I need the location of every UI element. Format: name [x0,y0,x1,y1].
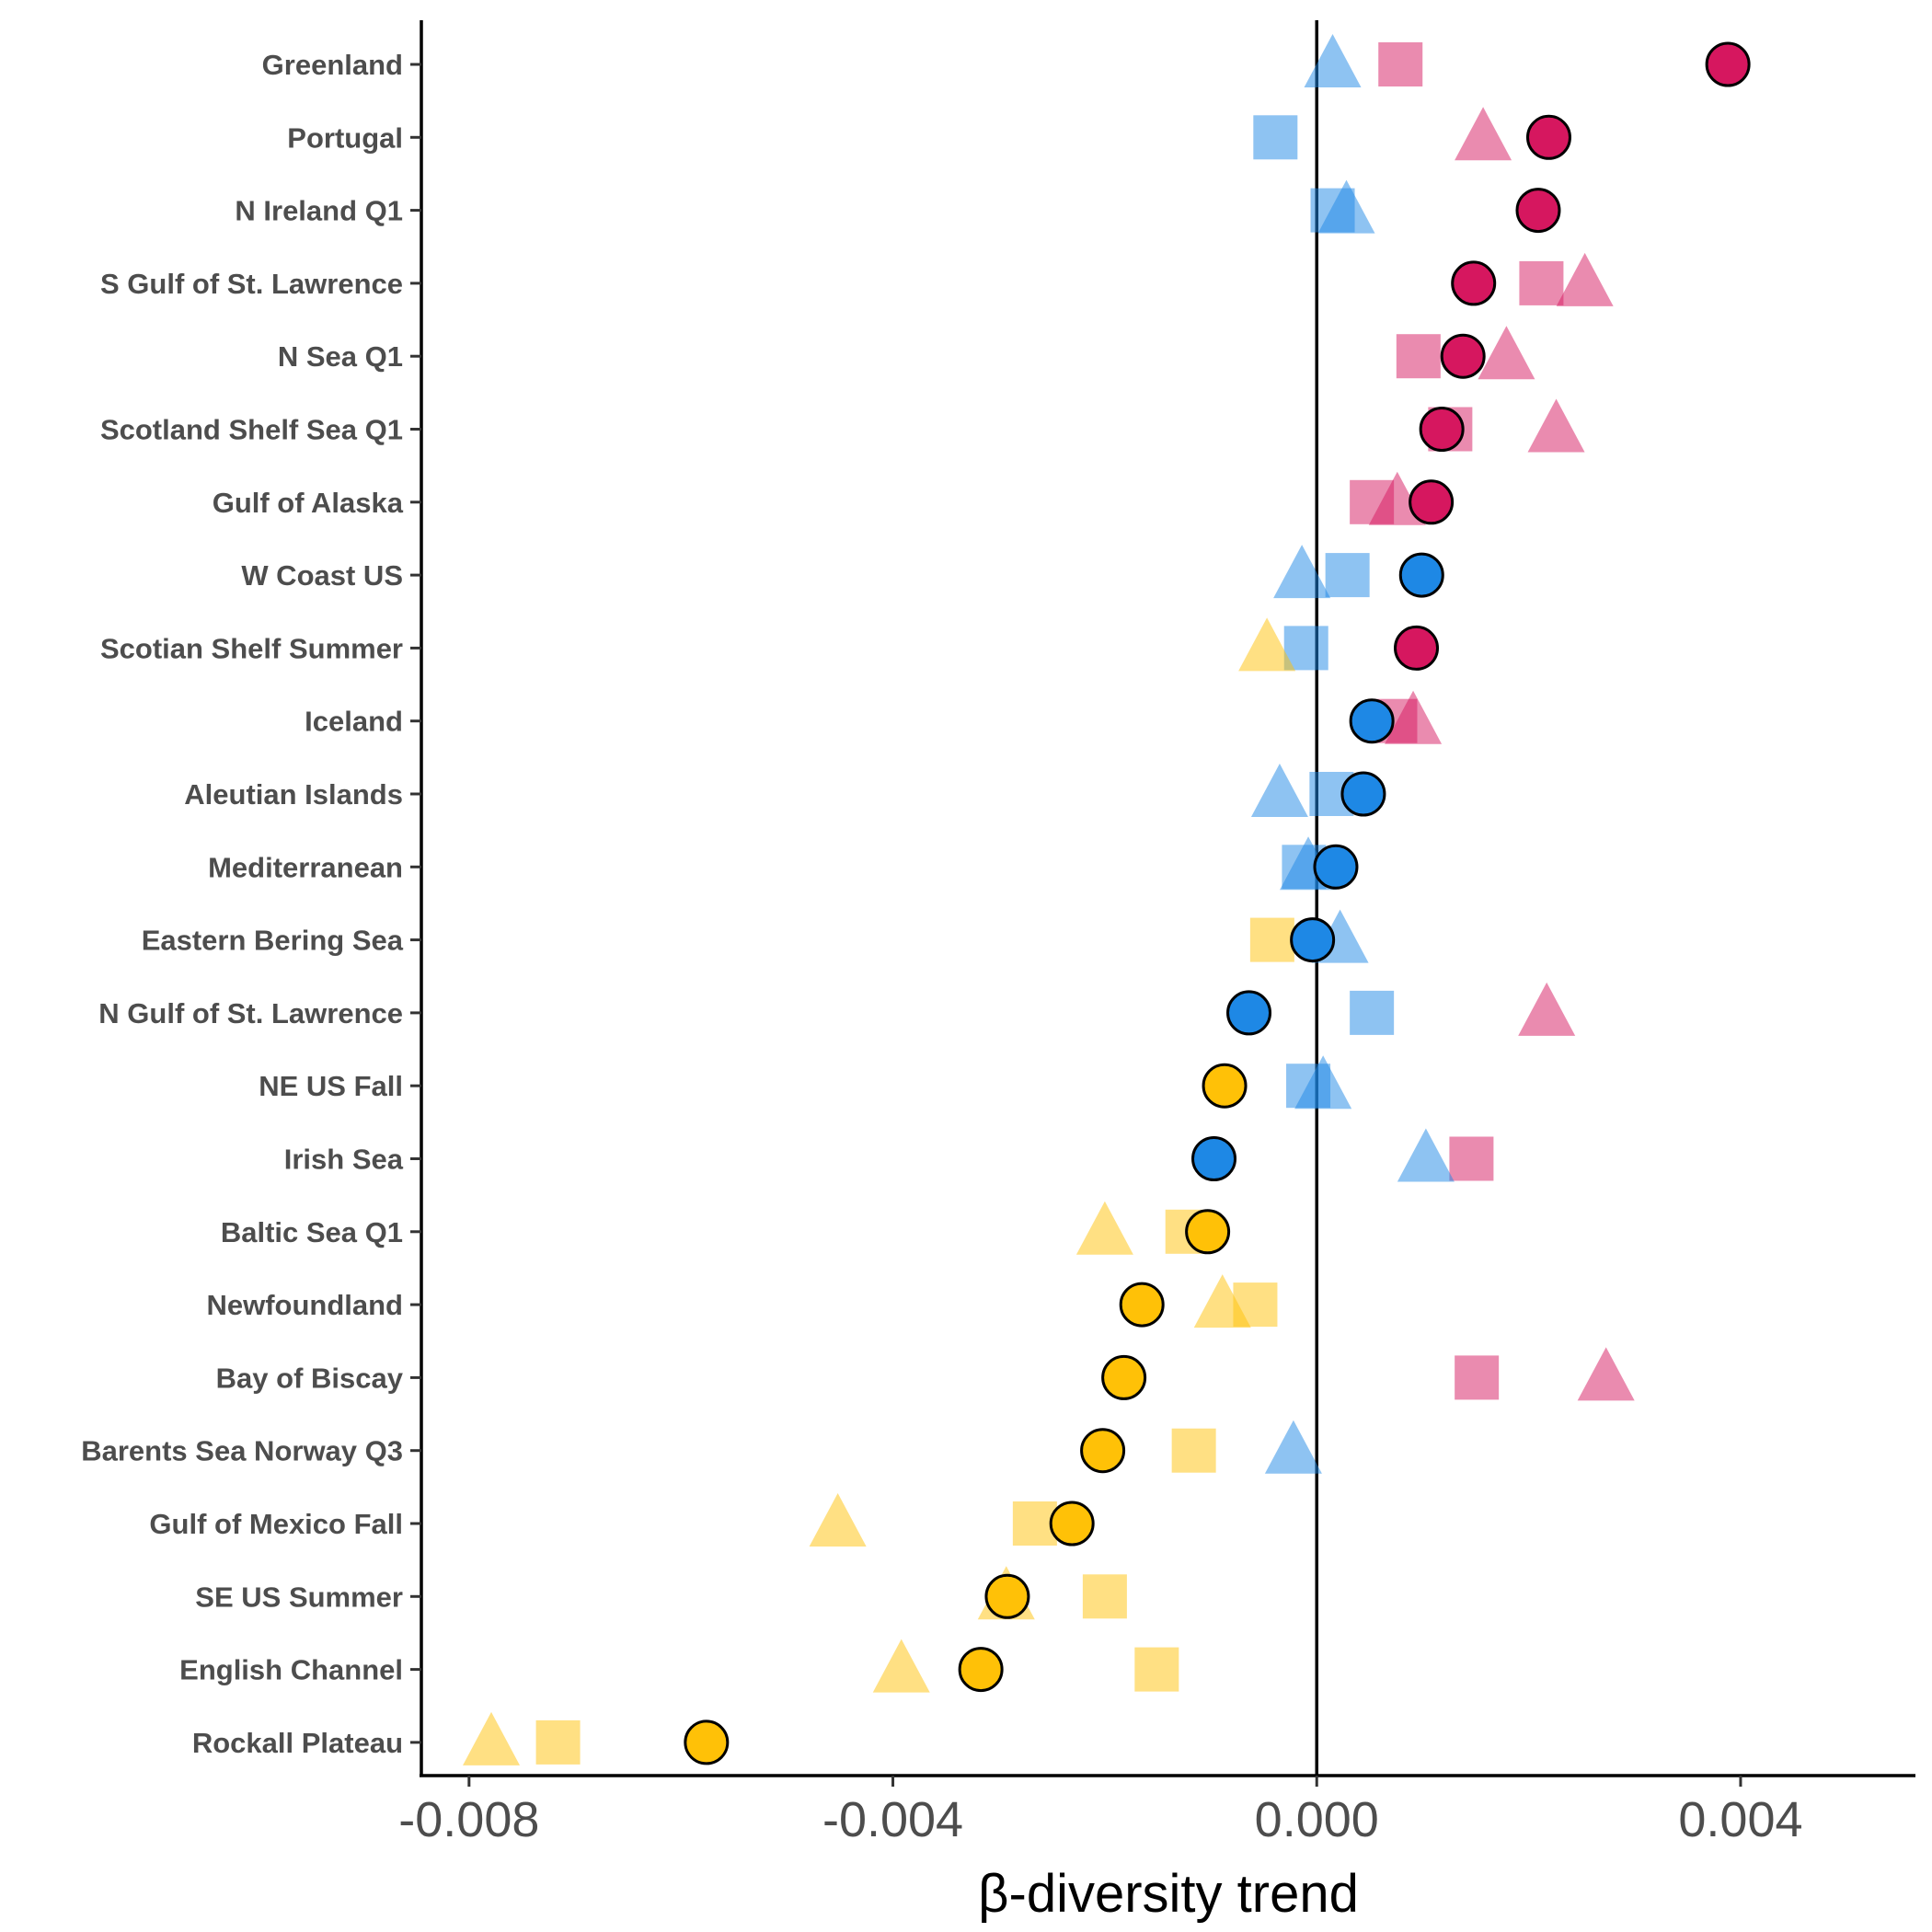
triangle-marker [1577,1347,1635,1401]
circle-marker [1440,333,1486,379]
y-tick-label: Gulf of Alaska [213,487,404,519]
y-tick-label: Aleutian Islands [184,778,403,811]
square-marker [535,1719,581,1765]
triangle-marker [1273,545,1331,599]
triangle-marker [1317,179,1375,234]
circle-marker [1185,1209,1231,1255]
circle-marker [1080,1428,1126,1474]
square-marker [1171,1428,1216,1473]
y-tick-label: NE US Fall [259,1070,403,1102]
y-tick-label: N Sea Q1 [278,340,403,373]
y-tick-label: Portugal [287,121,403,154]
triangle-marker [1527,398,1585,453]
y-tick-label: Bay of Biscay [216,1362,404,1394]
circle-markers [684,41,1751,1765]
circle-marker [1451,260,1497,306]
square-marker [1519,260,1564,305]
square-marker [1283,626,1328,671]
triangle-marker [1518,982,1576,1036]
triangle-marker [1193,1274,1251,1328]
circle-marker [1119,1282,1165,1328]
square-marker [1082,1574,1127,1619]
circle-marker [1419,407,1465,452]
triangle-marker [1294,1055,1352,1110]
triangle-marker [1478,326,1535,380]
triangle-marker [1238,617,1296,672]
y-tick-label: Eastern Bering Sea [142,925,404,957]
triangle-marker [1304,34,1362,87]
x-tick-labels: -0.008 -0.004 0.000 0.004 [398,1792,1802,1847]
circle-marker [1049,1501,1095,1547]
triangle-marker [1397,1128,1455,1182]
circle-marker [1202,1063,1248,1109]
circle-marker [1515,188,1561,234]
y-tick-label: Irish Sea [284,1144,404,1176]
circle-marker [1398,552,1444,598]
circle-marker [958,1647,1004,1693]
circle-marker [1313,844,1359,890]
circle-marker [1525,114,1571,160]
square-marker [1350,990,1395,1035]
triangle-markers [463,34,1635,1765]
x-axis-title: β-diversity trend [978,1864,1359,1924]
triangle-marker [872,1639,930,1693]
y-tick-label: Baltic Sea Q1 [221,1216,403,1248]
square-marker [1253,115,1298,160]
circle-marker [1705,41,1751,87]
y-tick-label: Greenland [262,49,403,81]
y-tick-label: Scotland Shelf Sea Q1 [100,414,403,446]
y-tick-label: Iceland [305,706,403,738]
x-tick-label: 0.000 [1255,1792,1379,1847]
square-markers [535,42,1564,1765]
triangle-marker [1455,107,1512,161]
square-marker [1249,917,1294,962]
y-tick-label: Scotian Shelf Summer [100,632,403,664]
y-tick-label: Newfoundland [206,1289,403,1321]
circle-marker [1290,917,1336,963]
x-tick-label: -0.004 [822,1792,963,1847]
triangle-marker [463,1711,521,1765]
square-marker [1449,1136,1494,1181]
x-tick-label: 0.004 [1678,1792,1802,1847]
triangle-marker [1075,1201,1133,1255]
square-marker [1396,334,1441,379]
y-tick-label: Rockall Plateau [192,1727,403,1759]
y-tick-label: N Ireland Q1 [235,195,403,227]
circle-marker [984,1573,1030,1619]
y-tick-label: SE US Summer [195,1581,403,1613]
y-tick-label: N Gulf of St. Lawrence [98,997,403,1029]
square-marker [1134,1647,1179,1692]
y-tick-label: W Coast US [241,559,403,592]
axes-layer [410,20,1915,1787]
circle-marker [684,1719,730,1765]
square-marker [1455,1355,1500,1400]
x-tick-label: -0.008 [398,1792,539,1847]
circle-marker [1409,479,1455,525]
circle-marker [1349,698,1395,744]
y-tick-label: Mediterranean [208,851,403,883]
y-tick-label: Barents Sea Norway Q3 [81,1435,403,1467]
triangle-marker [809,1493,867,1547]
triangle-marker [1385,690,1443,744]
square-marker [1325,553,1370,598]
circle-marker [1394,625,1440,671]
circle-marker [1191,1136,1237,1181]
triangle-marker [1250,764,1308,817]
category-labels: Greenland Portugal N Ireland Q1 S Gulf of S… [81,49,404,1759]
y-tick-label: English Channel [179,1654,403,1686]
triangle-marker [1264,1420,1322,1474]
triangle-marker [1556,252,1614,306]
y-tick-label: S Gulf of St. Lawrence [100,268,403,300]
circle-marker [1226,990,1272,1036]
circle-marker [1340,771,1386,817]
square-marker [1378,42,1423,86]
circle-marker [1101,1354,1147,1400]
y-tick-label: Gulf of Mexico Fall [149,1508,403,1540]
